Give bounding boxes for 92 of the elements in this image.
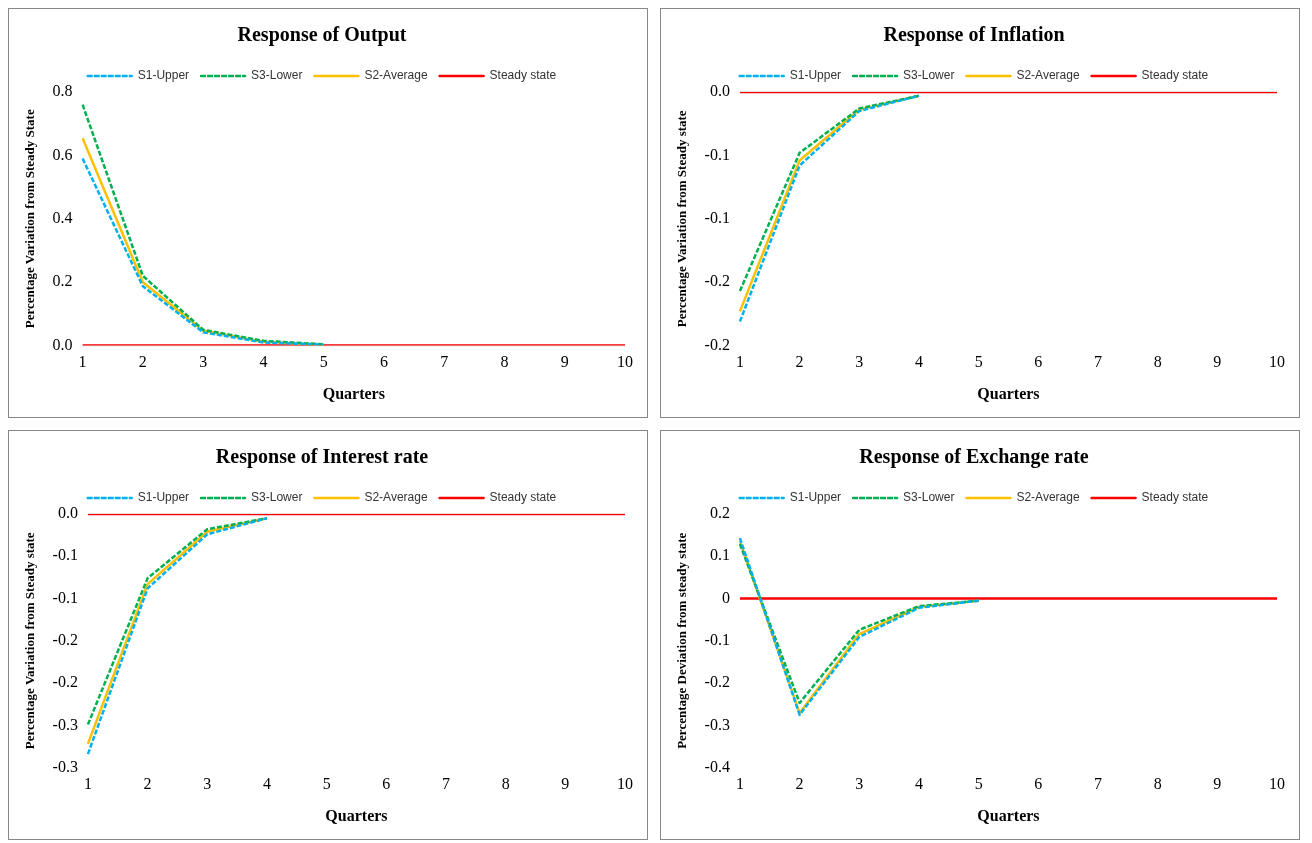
x-tick-label: 8 (501, 775, 510, 793)
chart-title: Response of Interest rate (215, 445, 429, 469)
legend-label: S2-Average (1016, 490, 1080, 505)
y-tick-label: 0 (721, 588, 730, 606)
x-tick-label: 7 (441, 775, 450, 793)
legend-label: Steady state (489, 490, 557, 505)
x-tick-label: 9 (561, 775, 570, 793)
x-tick-label: 4 (259, 353, 268, 371)
y-tick-label: -0.3 (704, 715, 730, 733)
y-tick-label: 0.0 (57, 504, 78, 522)
x-axis-title: Quarters (977, 806, 1040, 824)
legend-label: S3-Lower (251, 490, 303, 505)
y-axis-title: Percentage Variation from Steady state (22, 532, 38, 750)
legend-label: Steady state (489, 68, 557, 83)
y-axis-title: Percentage Variation from Steady state (674, 110, 690, 328)
legend-label: S2-Average (364, 490, 428, 505)
legend-label: Steady state (1141, 490, 1209, 505)
y-tick-label: -0.3 (52, 715, 78, 733)
y-axis-title: Percentage Deviation from steady state (674, 532, 690, 749)
legend-label: S3-Lower (903, 68, 955, 83)
chart-title: Response of Exchange rate (859, 445, 1089, 469)
x-tick-label: 1 (78, 353, 87, 371)
x-tick-label: 8 (1153, 775, 1162, 793)
x-axis-title: Quarters (325, 806, 388, 824)
legend-label: S3-Lower (903, 490, 955, 505)
x-tick-label: 1 (735, 353, 744, 371)
y-tick-label: -0.2 (52, 631, 78, 648)
x-tick-label: 10 (617, 353, 633, 371)
y-tick-label: -0.2 (704, 673, 730, 691)
x-tick-label: 9 (560, 353, 569, 371)
y-tick-label: -0.2 (52, 673, 78, 691)
x-tick-label: 10 (1269, 353, 1285, 371)
x-tick-label: 6 (1034, 775, 1043, 793)
x-tick-label: 2 (138, 353, 147, 371)
x-tick-label: 4 (262, 775, 271, 793)
legend-label: S2-Average (1016, 68, 1080, 83)
x-tick-label: 1 (83, 775, 92, 793)
x-tick-label: 10 (617, 775, 633, 793)
x-tick-label: 3 (855, 775, 864, 793)
x-tick-label: 5 (319, 353, 328, 371)
x-tick-label: 8 (500, 353, 509, 371)
y-tick-label: -0.1 (704, 209, 730, 226)
legend-label: S3-Lower (251, 68, 303, 83)
y-tick-label: 0.2 (52, 272, 73, 290)
y-tick-label: 0.4 (52, 209, 73, 226)
legend-label: S1-Upper (789, 490, 842, 505)
x-tick-label: 3 (855, 353, 864, 371)
y-tick-label: 0.2 (709, 504, 730, 522)
y-tick-label: 0.8 (52, 82, 73, 100)
x-tick-label: 7 (1093, 353, 1102, 371)
y-tick-label: 0.6 (52, 145, 73, 163)
x-tick-label: 9 (1213, 353, 1222, 371)
x-tick-label: 4 (914, 353, 923, 371)
x-tick-label: 6 (382, 775, 391, 793)
x-tick-label: 6 (379, 353, 388, 371)
y-tick-label: -0.2 (704, 335, 730, 353)
y-tick-label: -0.1 (52, 546, 78, 564)
x-axis-title: Quarters (322, 384, 385, 402)
x-tick-label: 5 (322, 775, 331, 793)
legend-label: S1-Upper (789, 68, 842, 83)
y-axis-title: Percentage Variation from Steady State (22, 109, 38, 329)
x-tick-label: 2 (143, 775, 152, 793)
x-tick-label: 7 (1093, 775, 1102, 793)
chart-title: Response of Output (237, 23, 407, 47)
y-tick-label: 0.0 (52, 335, 73, 353)
x-axis-title: Quarters (977, 384, 1040, 402)
x-tick-label: 7 (440, 353, 449, 371)
x-tick-label: 3 (203, 775, 212, 793)
x-tick-label: 5 (974, 775, 983, 793)
legend-label: S1-Upper (137, 490, 190, 505)
chart-title: Response of Inflation (883, 23, 1065, 47)
x-tick-label: 5 (974, 353, 983, 371)
x-tick-label: 6 (1034, 353, 1043, 371)
y-tick-label: -0.1 (52, 588, 78, 606)
x-tick-label: 9 (1213, 775, 1222, 793)
x-tick-label: 1 (735, 775, 744, 793)
x-tick-label: 4 (914, 775, 923, 793)
x-tick-label: 3 (199, 353, 208, 371)
legend-label: Steady state (1141, 68, 1209, 83)
y-tick-label: -0.1 (704, 145, 730, 163)
legend-label: S1-Upper (137, 68, 190, 83)
x-tick-label: 10 (1269, 775, 1285, 793)
y-tick-label: -0.4 (704, 757, 730, 775)
y-tick-label: 0.0 (709, 82, 730, 100)
y-tick-label: -0.2 (704, 272, 730, 290)
y-tick-label: -0.3 (52, 757, 78, 775)
legend-label: S2-Average (364, 68, 428, 83)
x-tick-label: 8 (1153, 353, 1162, 371)
y-tick-label: 0.1 (709, 546, 730, 564)
y-tick-label: -0.1 (704, 631, 730, 648)
x-tick-label: 2 (795, 353, 804, 371)
x-tick-label: 2 (795, 775, 804, 793)
